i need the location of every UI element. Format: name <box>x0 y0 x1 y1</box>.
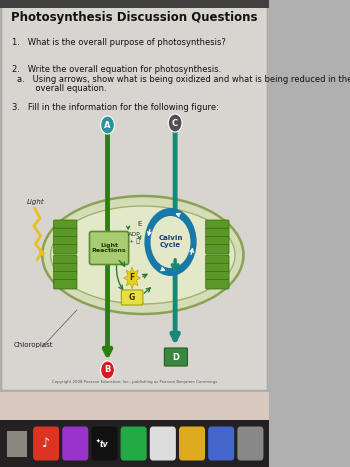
Text: A: A <box>104 120 111 129</box>
Ellipse shape <box>42 196 244 314</box>
FancyBboxPatch shape <box>0 420 269 467</box>
Circle shape <box>100 361 114 379</box>
FancyBboxPatch shape <box>208 426 234 460</box>
Text: G: G <box>129 293 135 303</box>
FancyBboxPatch shape <box>2 2 266 390</box>
Text: E: E <box>138 221 142 227</box>
FancyBboxPatch shape <box>91 426 118 460</box>
Text: D: D <box>173 353 180 361</box>
Text: F: F <box>130 274 135 283</box>
Text: Light: Light <box>27 199 44 205</box>
Text: B: B <box>104 366 111 375</box>
FancyBboxPatch shape <box>54 236 77 246</box>
Text: ADP: ADP <box>128 232 141 236</box>
Circle shape <box>168 114 182 132</box>
FancyBboxPatch shape <box>54 280 77 289</box>
Circle shape <box>150 216 190 268</box>
FancyBboxPatch shape <box>54 271 77 281</box>
Text: Light
Reactions: Light Reactions <box>92 242 126 254</box>
FancyBboxPatch shape <box>0 392 269 420</box>
Text: 2.   Write the overall equation for photosynthesis.: 2. Write the overall equation for photos… <box>12 65 221 74</box>
FancyBboxPatch shape <box>54 263 77 273</box>
FancyBboxPatch shape <box>206 280 229 289</box>
FancyBboxPatch shape <box>206 228 229 238</box>
FancyBboxPatch shape <box>54 228 77 238</box>
FancyBboxPatch shape <box>206 245 229 254</box>
Text: Calvin
Cycle: Calvin Cycle <box>158 235 183 248</box>
Text: Copyright 2008 Pearson Education, Inc., publishing as Pearson Benjamin Cummings: Copyright 2008 Pearson Education, Inc., … <box>52 380 217 384</box>
FancyBboxPatch shape <box>54 220 77 229</box>
FancyBboxPatch shape <box>7 431 27 457</box>
FancyBboxPatch shape <box>150 426 176 460</box>
Text: a.   Using arrows, show what is being oxidized and what is being reduced in the: a. Using arrows, show what is being oxid… <box>17 75 350 84</box>
FancyBboxPatch shape <box>206 271 229 281</box>
FancyBboxPatch shape <box>206 220 229 229</box>
FancyBboxPatch shape <box>179 426 205 460</box>
Text: 3.   Fill in the information for the following figure:: 3. Fill in the information for the follo… <box>12 103 218 112</box>
Text: ✦: ✦ <box>96 439 101 444</box>
Text: 1.   What is the overall purpose of photosynthesis?: 1. What is the overall purpose of photos… <box>12 38 225 47</box>
Text: + Ⓟ: + Ⓟ <box>129 238 140 244</box>
FancyBboxPatch shape <box>90 232 129 264</box>
FancyBboxPatch shape <box>206 255 229 264</box>
Text: tv: tv <box>100 440 109 449</box>
FancyBboxPatch shape <box>33 426 59 460</box>
FancyBboxPatch shape <box>237 426 264 460</box>
Circle shape <box>145 208 197 276</box>
FancyBboxPatch shape <box>62 426 88 460</box>
FancyBboxPatch shape <box>54 245 77 254</box>
Text: C: C <box>172 119 178 127</box>
Ellipse shape <box>51 206 235 304</box>
Text: Chloroplast: Chloroplast <box>14 342 53 348</box>
Circle shape <box>100 116 114 134</box>
Text: Photosynthesis Discussion Questions: Photosynthesis Discussion Questions <box>11 10 258 23</box>
FancyBboxPatch shape <box>121 290 143 305</box>
FancyBboxPatch shape <box>0 0 269 8</box>
FancyBboxPatch shape <box>164 348 187 366</box>
Text: overall equation.: overall equation. <box>17 84 106 93</box>
Text: ♪: ♪ <box>42 437 50 450</box>
FancyBboxPatch shape <box>206 236 229 246</box>
FancyBboxPatch shape <box>206 263 229 273</box>
FancyBboxPatch shape <box>121 426 147 460</box>
FancyBboxPatch shape <box>54 255 77 264</box>
Polygon shape <box>124 267 141 289</box>
